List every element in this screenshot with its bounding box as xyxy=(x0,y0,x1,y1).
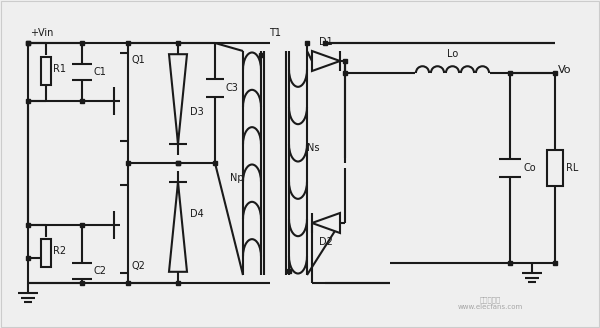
Text: R1: R1 xyxy=(53,64,66,74)
Polygon shape xyxy=(169,182,187,272)
Text: D4: D4 xyxy=(190,209,204,218)
Text: C1: C1 xyxy=(94,67,107,77)
Text: D1: D1 xyxy=(319,37,333,47)
Text: Ns: Ns xyxy=(307,143,319,153)
Bar xyxy=(41,239,51,267)
Text: +Vin: +Vin xyxy=(30,28,53,38)
Text: RL: RL xyxy=(566,163,578,173)
Text: D2: D2 xyxy=(319,237,333,247)
Text: Q2: Q2 xyxy=(131,261,145,271)
Text: Lo: Lo xyxy=(447,49,458,59)
Text: C2: C2 xyxy=(94,265,107,276)
Polygon shape xyxy=(312,51,340,71)
Bar xyxy=(41,57,51,85)
Polygon shape xyxy=(312,213,340,233)
Text: R2: R2 xyxy=(53,246,66,256)
Text: Q1: Q1 xyxy=(131,55,145,65)
Text: 电子发烧友
www.elecfans.com: 电子发烧友 www.elecfans.com xyxy=(457,297,523,310)
Text: C3: C3 xyxy=(226,83,239,93)
Text: Co: Co xyxy=(523,163,536,173)
Text: Np: Np xyxy=(230,173,244,183)
Bar xyxy=(547,150,563,186)
Text: D3: D3 xyxy=(190,108,204,117)
Polygon shape xyxy=(169,54,187,144)
Text: Vo: Vo xyxy=(558,65,571,75)
Text: T1: T1 xyxy=(269,28,281,38)
